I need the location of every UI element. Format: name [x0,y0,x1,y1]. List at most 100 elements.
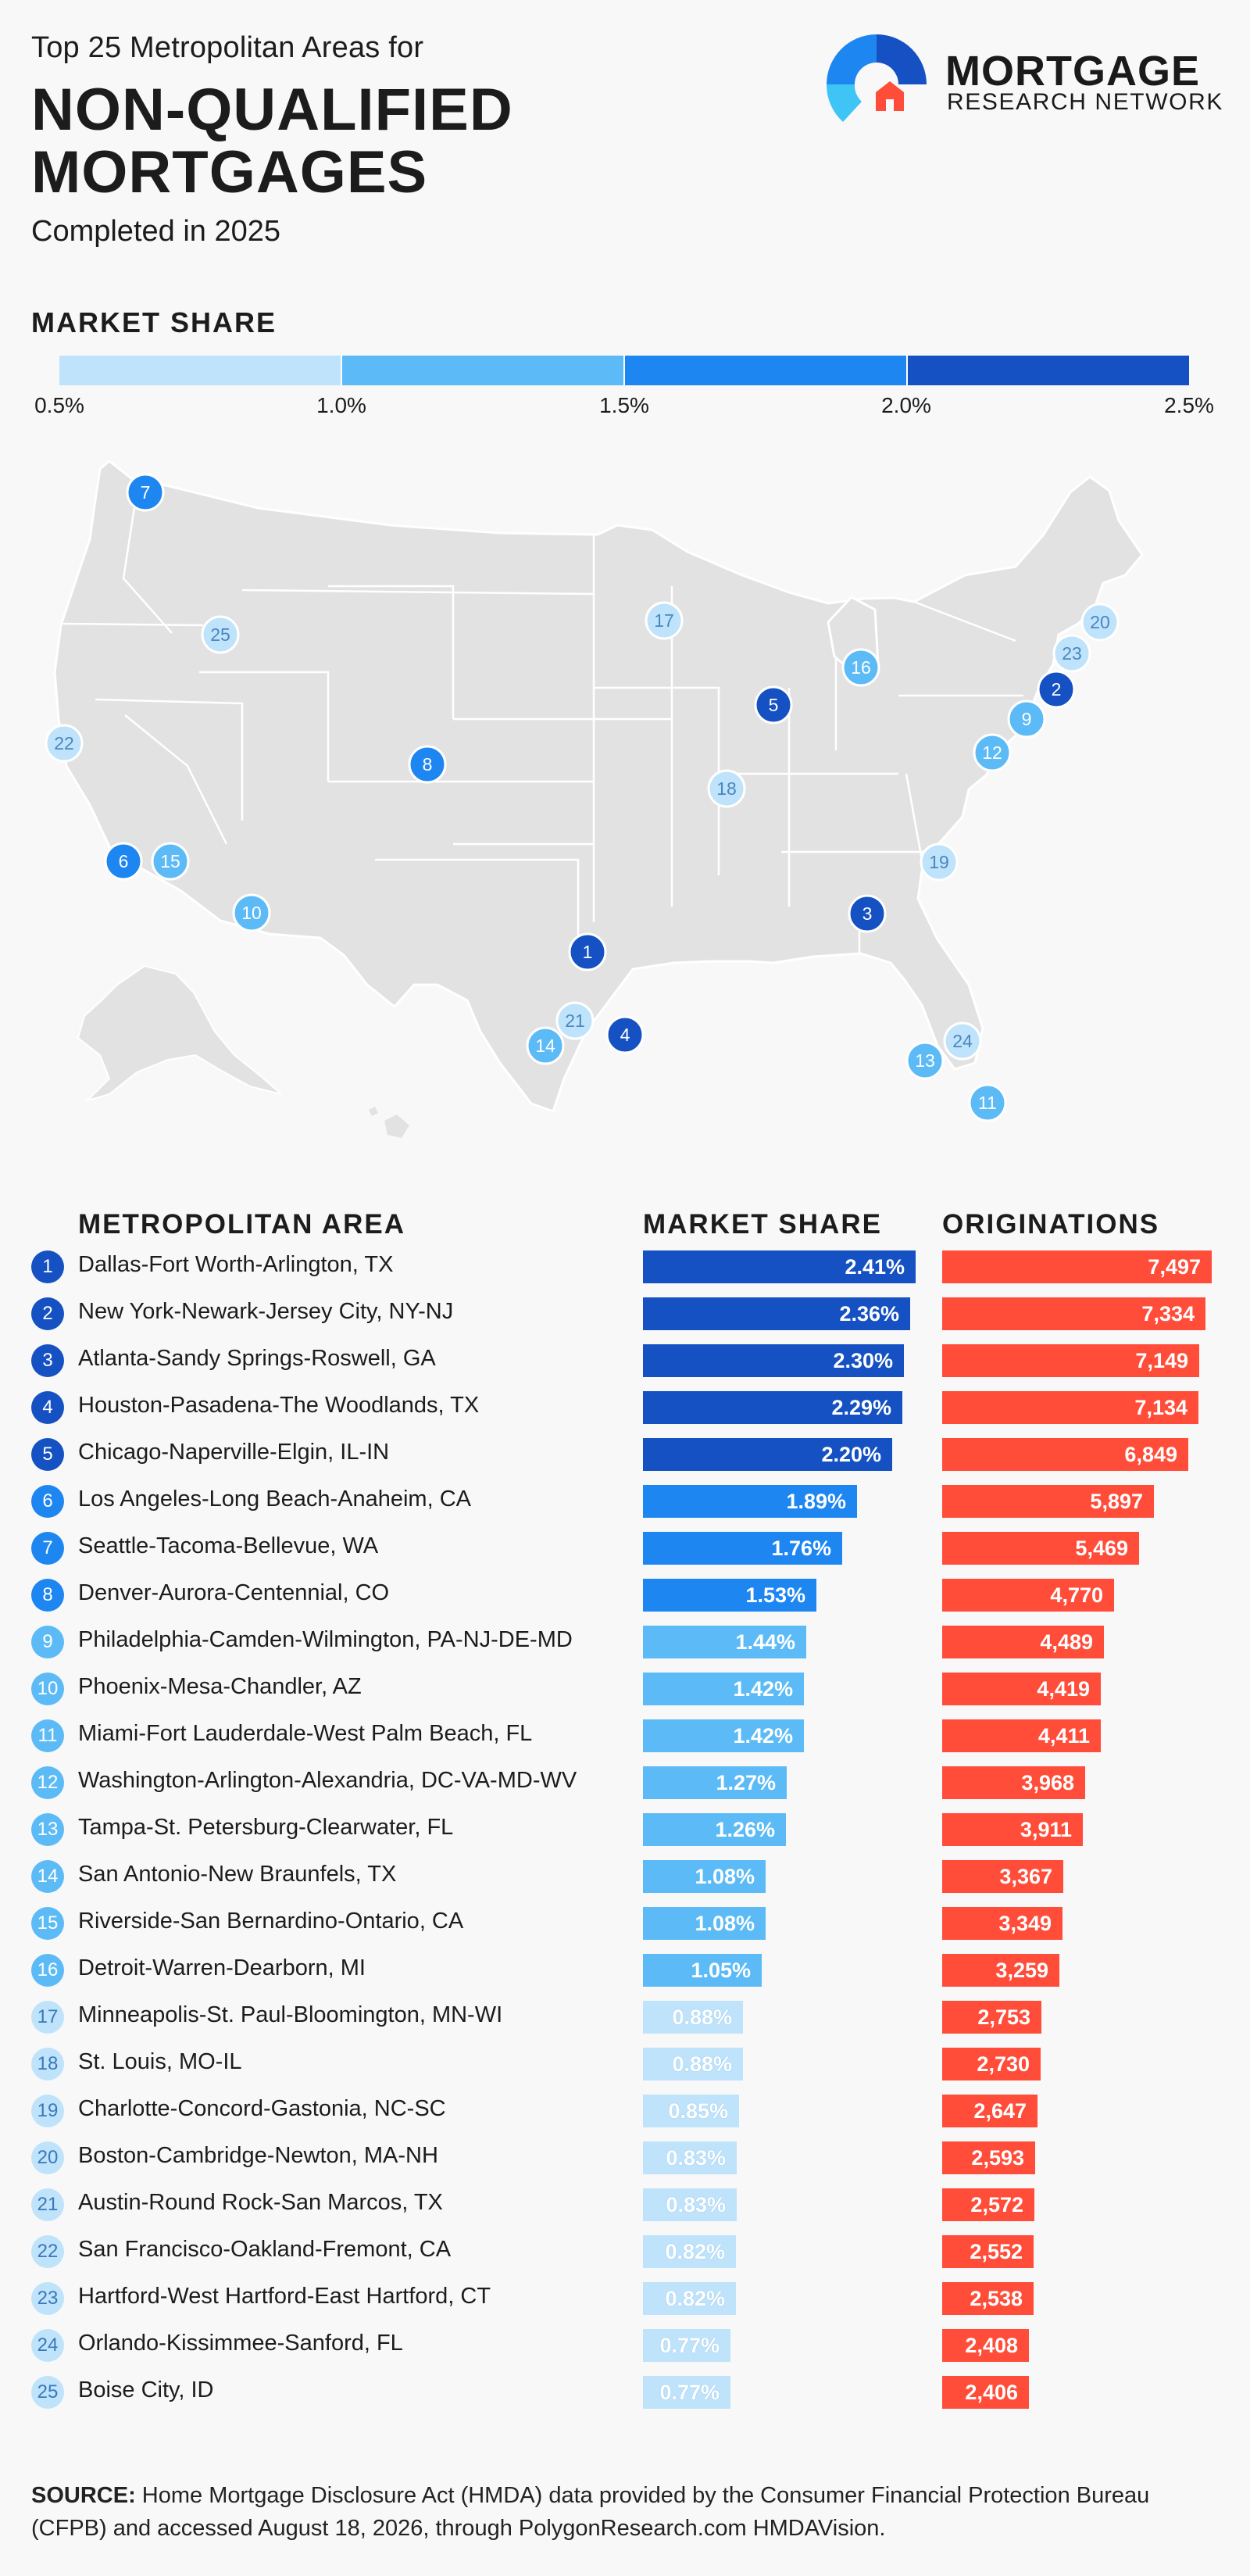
originations-value-label: 2,593 [971,2146,1024,2170]
share-bar: 0.83% [643,2141,737,2174]
map-marker-circle [104,842,143,881]
table-row: 4 Houston-Pasadena-The Woodlands, TX 2.29%… [0,1383,1250,1430]
share-value-label: 1.42% [733,1677,793,1701]
map-marker-label: 1 [583,942,593,962]
map-marker-label: 17 [654,610,674,631]
share-bar: 0.85% [643,2095,739,2127]
metro-name: St. Louis, MO-IL [78,2049,242,2074]
column-header-share: MARKET SHARE [643,1209,882,1240]
map-marker: 15 [151,842,190,881]
table-row: 17 Minneapolis-St. Paul-Bloomington, MN-W… [0,1993,1250,2040]
map-marker: 20 [1080,603,1120,642]
originations-value-label: 3,259 [995,1959,1048,1982]
rank-badge: 15 [31,1907,64,1940]
map-marker-circle [1080,603,1120,642]
map-marker-circle [45,724,84,763]
rank-badge: 18 [31,2048,64,2080]
source-label: SOURCE: [31,2483,136,2508]
map-marker: 8 [408,745,447,784]
metro-name: Boise City, ID [78,2377,214,2402]
rank-badge: 14 [31,1860,64,1893]
share-value-label: 1.08% [695,1912,755,1935]
map-marker-label: 23 [1062,643,1082,664]
table-row: 25 Boise City, ID 0.77% 2,406 [0,2368,1250,2415]
originations-value-label: 6,849 [1124,1443,1177,1466]
originations-bar: 2,406 [942,2376,1029,2409]
legend-tick: 1.0% [316,393,366,417]
rank-badge: 10 [31,1673,64,1705]
rank-badge: 1 [31,1250,64,1283]
table-row: 22 San Francisco-Oakland-Fremont, CA 0.82%… [0,2227,1250,2274]
map-marker-circle [232,893,271,932]
legend-title: MARKET SHARE [31,306,277,338]
rank-badge: 23 [31,2282,64,2315]
table-row: 13 Tampa-St. Petersburg-Clearwater, FL 1.2… [0,1805,1250,1852]
share-bar: 1.08% [643,1907,766,1940]
share-bar: 1.89% [643,1485,857,1518]
map-marker: 3 [848,894,887,933]
map-marker: 7 [126,473,165,512]
map-marker-label: 18 [716,778,737,799]
share-bar: 1.44% [643,1626,806,1658]
legend-tick: 1.5% [599,393,649,417]
originations-bar: 5,469 [942,1532,1139,1565]
rank-badge: 4 [31,1391,64,1424]
map-marker: 14 [526,1026,565,1065]
map-marker-circle [1007,699,1046,739]
share-bar: 2.20% [643,1438,892,1471]
subtitle-bottom: Completed in 2025 [31,215,280,248]
share-bar: 0.77% [643,2329,730,2362]
legend-segment-1 [59,356,342,385]
map-marker-circle [408,745,447,784]
map-marker-label: 9 [1022,709,1032,729]
rank-badge: 24 [31,2329,64,2362]
metro-name: Tampa-St. Petersburg-Clearwater, FL [78,1815,454,1840]
originations-bar: 4,489 [942,1626,1104,1658]
originations-value-label: 2,406 [965,2381,1018,2404]
metro-name: Orlando-Kissimmee-Sanford, FL [78,2331,403,2356]
originations-value-label: 3,349 [998,1912,1052,1935]
share-bar: 1.42% [643,1673,804,1705]
metro-name: Detroit-Warren-Dearborn, MI [78,1955,366,1980]
originations-bar: 7,134 [942,1391,1198,1424]
map-marker-label: 25 [210,624,230,645]
originations-bar: 3,259 [942,1954,1059,1987]
originations-bar: 3,349 [942,1907,1062,1940]
legend-tick: 2.0% [881,393,931,417]
alaska-shape [77,964,282,1103]
originations-value-label: 4,489 [1040,1630,1093,1654]
us-mainland-shape [53,460,1144,1113]
metro-name: Houston-Pasadena-The Woodlands, TX [78,1393,480,1418]
originations-bar: 2,753 [942,2001,1041,2034]
logo-mark-icon [826,34,927,122]
share-value-label: 0.85% [668,2099,728,2123]
rank-badge: 19 [31,2095,64,2127]
map-marker: 23 [1052,634,1091,673]
map-marker-circle [555,1001,595,1040]
originations-value-label: 3,911 [1020,1818,1072,1841]
source-text: Home Mortgage Disclosure Act (HMDA) data… [31,2483,1150,2541]
map-marker-circle [1052,634,1091,673]
metro-name: Phoenix-Mesa-Chandler, AZ [78,1674,362,1699]
originations-value-label: 5,469 [1075,1537,1128,1560]
table-row: 1 Dallas-Fort Worth-Arlington, TX 2.41% 7,4… [0,1243,1250,1290]
share-value-label: 0.83% [666,2193,726,2216]
rank-badge: 25 [31,2376,64,2409]
map-marker-label: 20 [1090,612,1110,632]
map-marker-label: 2 [1052,679,1062,699]
share-bar: 1.08% [643,1860,766,1893]
hawaii-shape [369,1107,378,1116]
originations-bar: 7,334 [942,1297,1205,1330]
share-value-label: 1.26% [715,1818,775,1841]
share-bar: 2.41% [643,1250,916,1283]
map-marker-label: 7 [141,482,151,503]
table-row: 20 Boston-Cambridge-Newton, MA-NH 0.83% 2,5… [0,2134,1250,2181]
share-bar: 1.05% [643,1954,762,1987]
map-marker-label: 10 [241,903,262,923]
share-value-label: 0.77% [659,2381,720,2404]
originations-value-label: 7,134 [1134,1396,1188,1419]
map-marker: 18 [707,769,746,808]
source-note: SOURCE: Home Mortgage Disclosure Act (HM… [31,2479,1219,2545]
map-marker: 6 [104,842,143,881]
share-value-label: 1.27% [716,1771,776,1794]
